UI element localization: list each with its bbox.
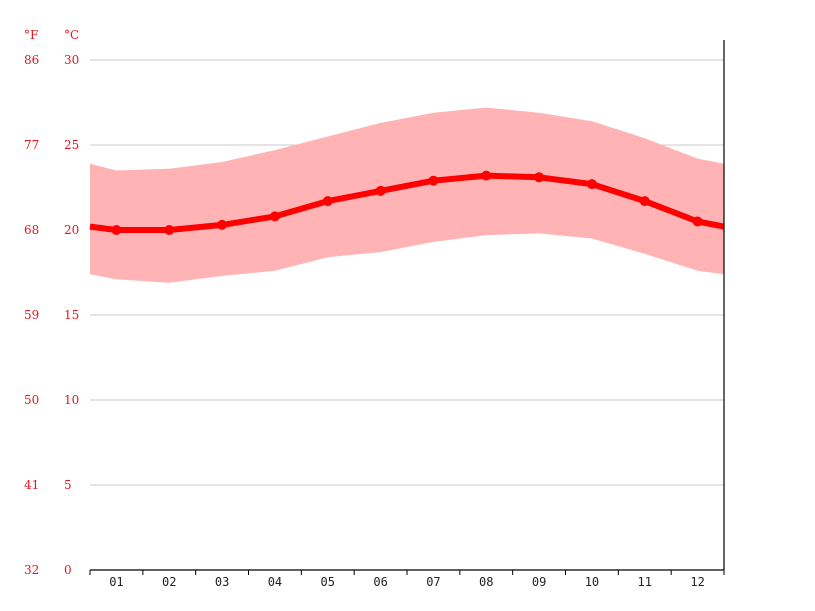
average-point xyxy=(217,219,228,230)
x-tick-label: 10 xyxy=(585,575,599,589)
average-point xyxy=(692,216,703,227)
min-max-range-area xyxy=(90,107,724,283)
average-point xyxy=(269,211,280,222)
y-tick-label-fahrenheit: 41 xyxy=(24,478,39,492)
y-tick-label-fahrenheit: 86 xyxy=(24,53,39,67)
y-tick-label-fahrenheit: 50 xyxy=(24,393,39,407)
temperature-range-band xyxy=(90,107,724,283)
x-tick-label: 05 xyxy=(321,575,335,589)
average-point xyxy=(322,196,333,207)
x-tick-label: 09 xyxy=(532,575,546,589)
average-line-path xyxy=(89,172,725,233)
fahrenheit-unit-label: °F xyxy=(24,28,38,42)
axes xyxy=(89,40,725,575)
x-tick-label: 07 xyxy=(426,575,440,589)
y-tick-label-fahrenheit: 59 xyxy=(24,308,39,322)
x-tick-label: 03 xyxy=(215,575,229,589)
average-point xyxy=(375,185,386,196)
y-tick-label-fahrenheit: 32 xyxy=(24,563,39,577)
axis-labels: °F °C 0 32 5 41 10 50 15 59 20 68 25 77 30 86 01 02 03 04… xyxy=(24,28,705,589)
x-tick-label: 11 xyxy=(638,575,652,589)
y-tick-label-celsius: 25 xyxy=(64,138,79,152)
average-point xyxy=(164,225,175,235)
x-tick-label: 06 xyxy=(373,575,387,589)
average-point xyxy=(586,179,597,190)
average-point xyxy=(111,225,122,235)
y-tick-label-celsius: 30 xyxy=(64,53,79,67)
x-tick-label: 12 xyxy=(690,575,704,589)
y-tick-label-fahrenheit: 77 xyxy=(24,138,39,152)
y-tick-label-celsius: 0 xyxy=(64,563,72,577)
y-tick-label-fahrenheit: 68 xyxy=(24,223,39,237)
x-tick-label: 01 xyxy=(109,575,123,589)
y-tick-label-celsius: 5 xyxy=(64,478,72,492)
celsius-unit-label: °C xyxy=(64,28,79,42)
x-tick-label: 02 xyxy=(162,575,176,589)
y-tick-label-celsius: 15 xyxy=(64,308,79,322)
average-point xyxy=(481,170,492,181)
x-tick-label: 04 xyxy=(268,575,282,589)
average-point xyxy=(534,172,545,183)
x-tick-label: 08 xyxy=(479,575,493,589)
average-point xyxy=(639,196,650,207)
average-point xyxy=(428,175,439,186)
average-temperature-line xyxy=(89,170,725,235)
y-tick-label-celsius: 10 xyxy=(64,393,79,407)
y-tick-label-celsius: 20 xyxy=(64,223,79,237)
